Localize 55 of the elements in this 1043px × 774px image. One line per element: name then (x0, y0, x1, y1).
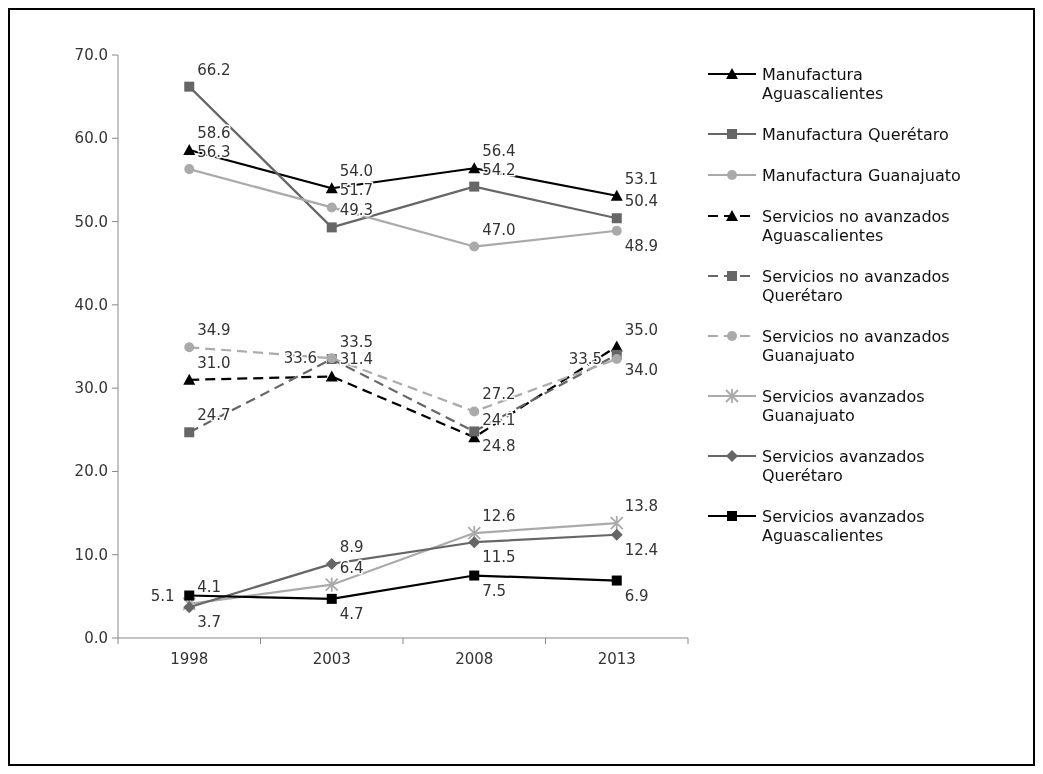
legend-label: Manufactura Guanajuato (762, 166, 961, 185)
legend-label: Servicios no avanzados Guanajuato (762, 327, 950, 365)
data-label: 35.0 (624, 320, 659, 339)
data-label: 34.9 (197, 321, 231, 340)
data-label: 49.3 (339, 201, 374, 220)
y-tick-label: 40.0 (74, 295, 108, 314)
legend-label: Servicios avanzados Aguascalientes (762, 507, 925, 545)
data-label: 51.7 (339, 181, 374, 200)
data-label: 7.5 (482, 581, 507, 600)
data-label: 24.8 (482, 437, 516, 456)
data-label: 12.4 (624, 540, 659, 559)
data-label: 33.6 (283, 349, 318, 368)
data-label: 48.9 (624, 236, 659, 255)
data-label: 31.4 (339, 350, 374, 369)
y-tick-label: 60.0 (74, 129, 108, 148)
legend-label: Manufactura Querétaro (762, 125, 949, 144)
data-label: 31.0 (197, 353, 231, 372)
data-label: 56.4 (482, 142, 516, 161)
data-label: 58.6 (197, 123, 231, 142)
data-label: 4.7 (339, 604, 364, 623)
data-label: 6.9 (624, 586, 649, 605)
legend-label: Servicios avanzados Guanajuato (762, 387, 925, 425)
data-label: 27.2 (482, 385, 516, 404)
data-label: 50.4 (624, 192, 659, 211)
data-label: 33.5 (568, 349, 603, 368)
y-tick-label: 0.0 (84, 629, 108, 647)
data-label: 33.5 (339, 332, 374, 351)
data-label: 53.1 (624, 169, 659, 188)
legend-label: Servicios no avanzados Aguascalientes (762, 207, 950, 245)
data-label: 8.9 (339, 537, 364, 556)
data-label: 5.1 (150, 586, 175, 605)
x-tick-label: 2008 (455, 650, 494, 668)
data-label: 47.0 (482, 220, 516, 239)
data-label: 12.6 (482, 507, 516, 526)
y-tick-label: 50.0 (74, 212, 108, 231)
y-tick-label: 20.0 (74, 462, 108, 481)
legend-label: Manufactura Aguascalientes (762, 65, 884, 103)
data-label: 13.8 (624, 497, 659, 516)
data-label: 6.4 (339, 558, 364, 577)
y-tick-label: 10.0 (74, 545, 108, 564)
data-label: 54.0 (339, 162, 374, 181)
data-label: 66.2 (197, 60, 231, 79)
x-tick-label: 2013 (597, 650, 636, 668)
x-tick-label: 1998 (170, 650, 209, 668)
legend-label: Servicios avanzados Querétaro (762, 447, 925, 485)
data-label: 3.7 (197, 613, 222, 632)
y-tick-label: 70.0 (74, 46, 108, 64)
data-label: 4.1 (197, 577, 222, 596)
data-label: 11.5 (482, 548, 516, 567)
x-tick-label: 2003 (312, 650, 351, 668)
data-label: 24.7 (197, 406, 231, 425)
y-tick-label: 30.0 (74, 379, 108, 398)
data-label: 34.0 (624, 360, 659, 379)
data-label: 24.1 (482, 411, 516, 430)
legend-label: Servicios no avanzados Querétaro (762, 267, 950, 305)
